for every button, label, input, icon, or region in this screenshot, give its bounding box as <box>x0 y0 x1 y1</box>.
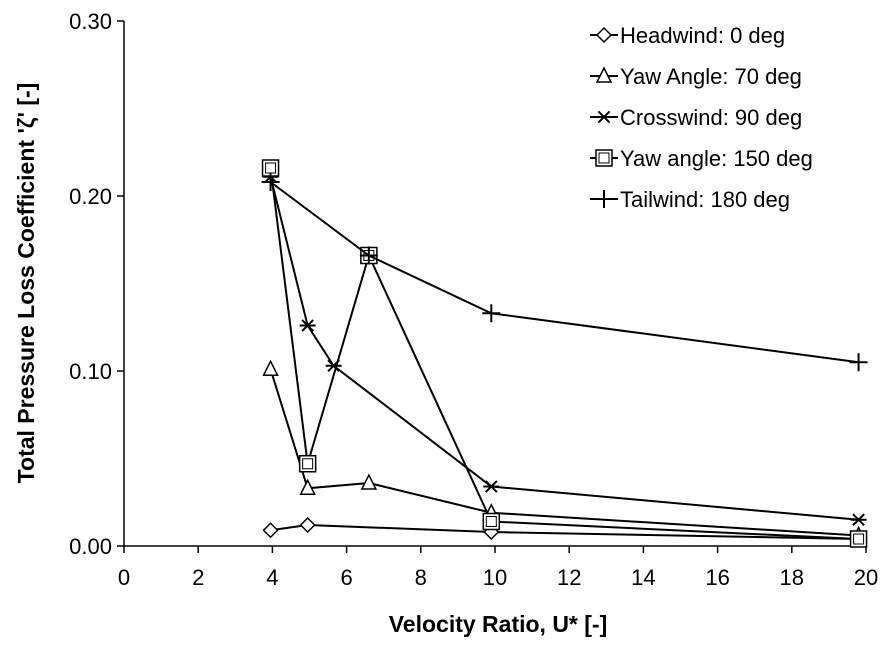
y-axis-title: Total Pressure Loss Coefficient 'ζ' [-] <box>13 83 39 484</box>
asterisk-stroke <box>852 513 865 527</box>
triangle-shape <box>262 359 279 376</box>
legend-item: Yaw Angle: 70 deg <box>590 64 802 89</box>
y-tick-label: 0.00 <box>69 534 112 559</box>
legend-marker-asterisk <box>596 110 612 124</box>
square-inner <box>485 516 497 527</box>
series-plus <box>261 173 868 372</box>
legend-marker-triangle <box>595 66 613 83</box>
legend-label: Headwind: 0 deg <box>620 23 785 48</box>
triangle-shape <box>595 66 613 83</box>
x-tick-label: 0 <box>118 565 130 590</box>
square-inner <box>853 533 865 545</box>
x-tick-label: 20 <box>854 565 878 590</box>
legend-item: Yaw angle: 150 deg <box>590 146 813 171</box>
y-tick-label: 0.10 <box>69 359 112 384</box>
square-shape <box>482 512 501 531</box>
data-point-plus <box>849 353 868 372</box>
series-layer <box>261 159 868 548</box>
axes: 0 2 4 6 8 10 12 14 16 18 20 0.00 0.10 0.20 0.30 <box>69 9 878 590</box>
square-inner <box>598 152 610 164</box>
series-triangle <box>262 359 867 543</box>
asterisk-stroke <box>301 319 314 332</box>
data-point-plus <box>261 173 280 191</box>
y-tick-label: 0.20 <box>69 184 112 209</box>
series-square <box>261 159 868 548</box>
series-line <box>269 181 859 364</box>
legend-label: Crosswind: 90 deg <box>620 105 802 130</box>
legend-item: Headwind: 0 deg <box>590 23 785 48</box>
data-point-triangle <box>360 473 378 490</box>
x-tick-label: 10 <box>483 565 507 590</box>
triangle-shape <box>299 478 316 495</box>
legend-label: Yaw Angle: 70 deg <box>620 64 802 89</box>
data-point-plus <box>359 246 378 265</box>
asterisk-stroke <box>597 110 611 124</box>
triangle-shape <box>360 473 378 490</box>
square-shape <box>298 455 317 473</box>
legend-marker-plus <box>595 190 613 208</box>
series-line <box>269 368 859 537</box>
x-tick-label: 14 <box>631 565 655 590</box>
x-tick-label: 4 <box>266 565 278 590</box>
series-diamond <box>262 516 867 548</box>
data-point-square <box>261 159 280 177</box>
x-tick-label: 16 <box>705 565 729 590</box>
x-tick-label: 2 <box>192 565 204 590</box>
diamond-shape <box>595 26 613 44</box>
x-tick-label: 6 <box>340 565 352 590</box>
series-asterisk <box>262 170 867 527</box>
asterisk-stroke <box>484 480 498 493</box>
data-point-triangle <box>299 478 316 495</box>
square-shape <box>849 530 868 548</box>
legend-marker-diamond <box>595 26 613 44</box>
data-point-asterisk <box>483 480 500 493</box>
data-point-asterisk <box>850 513 867 527</box>
legend-item: Crosswind: 90 deg <box>590 105 802 130</box>
diamond-shape <box>299 516 316 534</box>
x-tick-label: 12 <box>557 565 581 590</box>
data-point-asterisk <box>299 319 316 332</box>
diamond-shape <box>262 522 279 539</box>
legend: Headwind: 0 deg Yaw Angle: 70 deg Crosswin… <box>590 23 813 212</box>
square-shape <box>595 149 613 167</box>
data-point-square <box>298 455 317 473</box>
x-tick-label: 8 <box>415 565 427 590</box>
data-point-diamond <box>299 516 316 534</box>
series-line <box>270 523 859 540</box>
data-point-plus <box>482 304 501 323</box>
x-tick-label: 18 <box>780 565 804 590</box>
square-inner <box>302 458 314 470</box>
legend-item: Tailwind: 180 deg <box>590 187 790 212</box>
data-point-square <box>849 530 868 548</box>
legend-label: Yaw angle: 150 deg <box>620 146 813 171</box>
data-point-square <box>482 512 501 531</box>
legend-marker-square <box>595 149 613 167</box>
series-line <box>269 176 859 521</box>
legend-label: Tailwind: 180 deg <box>620 187 790 212</box>
x-axis-title: Velocity Ratio, U* [-] <box>389 611 608 637</box>
data-point-diamond <box>262 522 279 539</box>
y-tick-label: 0.30 <box>69 9 112 34</box>
data-point-triangle <box>262 359 279 376</box>
